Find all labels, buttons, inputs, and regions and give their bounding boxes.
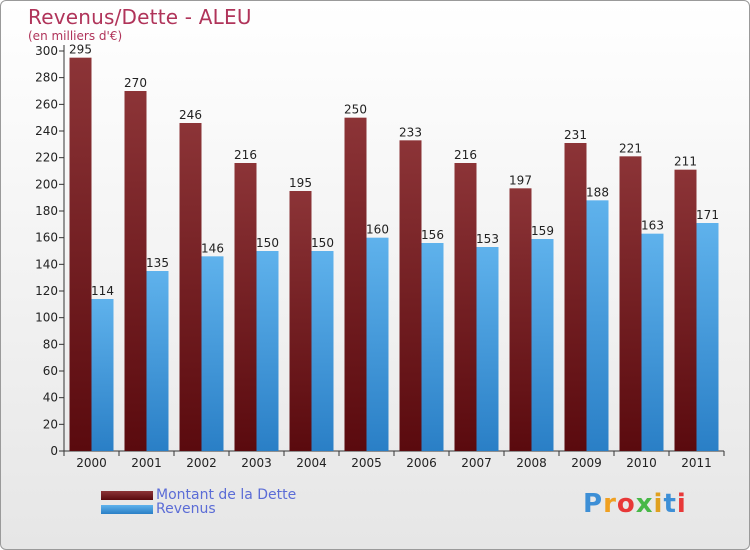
data-label-debt: 197 [509,173,532,187]
data-label-revenue: 135 [146,256,169,270]
y-tick-label: 200 [35,177,58,191]
data-label-debt: 270 [124,76,147,90]
x-tick-label: 2006 [406,456,437,470]
legend-label-debt: Montant de la Dette [156,487,297,503]
bar-revenue [696,223,719,451]
data-label-debt: 246 [179,108,202,122]
x-tick-label: 2002 [186,456,217,470]
bar-debt [179,123,202,451]
bar-revenue [256,251,279,451]
data-label-debt: 231 [564,128,587,142]
y-tick-label: 20 [43,417,58,431]
data-label-revenue: 114 [91,284,114,298]
bar-revenue [146,271,169,451]
y-tick-label: 80 [43,337,58,351]
logo-letter: i [676,489,687,519]
logo-letter: t [663,489,677,519]
x-tick-label: 2003 [241,456,272,470]
logo-letter: x [635,489,654,519]
x-tick-label: 2007 [461,456,492,470]
bar-revenue [366,237,389,451]
logo-letter: i [653,489,664,519]
bar-debt [344,117,367,452]
chart-subtitle: (en milliers d'€) [28,29,123,43]
x-tick-label: 2011 [681,456,712,470]
bar-debt [234,163,257,451]
bar-revenue [531,239,554,451]
x-tick-label: 2004 [296,456,327,470]
y-tick-label: 160 [35,231,58,245]
data-label-debt: 216 [454,148,477,162]
bar-revenue [476,247,499,451]
legend-item-revenue: Revenus [101,501,216,517]
bar-debt [399,140,422,452]
bar-debt [509,188,532,452]
y-tick-label: 40 [43,391,58,405]
bar-debt [619,156,642,452]
y-tick-label: 180 [35,204,58,218]
y-tick-label: 140 [35,257,58,271]
y-tick-label: 100 [35,311,58,325]
x-tick-label: 2010 [626,456,657,470]
bar-debt [454,163,477,451]
bar-debt [289,191,312,451]
data-label-revenue: 163 [641,219,664,233]
x-tick-label: 2000 [76,456,107,470]
bar-revenue [586,200,609,451]
data-label-revenue: 171 [696,208,719,222]
x-tick-label: 2001 [131,456,162,470]
bar-revenue [91,299,114,451]
y-tick-label: 280 [35,71,58,85]
data-label-revenue: 153 [476,232,499,246]
legend-item-debt: Montant de la Dette [101,487,297,503]
data-label-debt: 211 [674,155,697,169]
y-tick-label: 220 [35,151,58,165]
bar-debt [564,143,587,451]
bar-debt [674,169,697,451]
data-label-revenue: 188 [586,185,609,199]
data-label-debt: 233 [399,125,422,139]
bar-debt [69,57,92,452]
data-label-debt: 295 [69,43,92,57]
legend-swatch-revenue [101,504,153,514]
data-label-debt: 221 [619,141,642,155]
y-tick-label: 260 [35,97,58,111]
data-label-revenue: 150 [256,236,279,250]
data-label-debt: 250 [344,103,367,117]
bar-revenue [641,233,664,451]
legend-label-revenue: Revenus [156,501,216,517]
y-tick-label: 60 [43,364,58,378]
bar-revenue [421,243,444,451]
data-label-debt: 216 [234,148,257,162]
data-label-revenue: 159 [531,224,554,238]
logo-letter: o [616,489,636,519]
bar-revenue [201,256,224,451]
bar-revenue [311,251,334,451]
x-tick-label: 2009 [571,456,602,470]
proxiti-logo: Proxiti [583,489,687,519]
bar-debt [124,91,147,451]
chart-title: Revenus/Dette - ALEU [28,5,252,29]
x-tick-label: 2005 [351,456,382,470]
x-tick-label: 2008 [516,456,547,470]
data-label-revenue: 150 [311,236,334,250]
data-label-debt: 195 [289,176,312,190]
y-tick-label: 240 [35,124,58,138]
legend-swatch-debt [101,490,153,500]
y-tick-label: 0 [50,444,58,458]
y-tick-label: 120 [35,284,58,298]
y-tick-label: 300 [35,44,58,58]
logo-letter: r [603,489,617,519]
data-label-revenue: 146 [201,241,224,255]
logo-letter: P [583,489,604,519]
data-label-revenue: 156 [421,228,444,242]
data-label-revenue: 160 [366,223,389,237]
